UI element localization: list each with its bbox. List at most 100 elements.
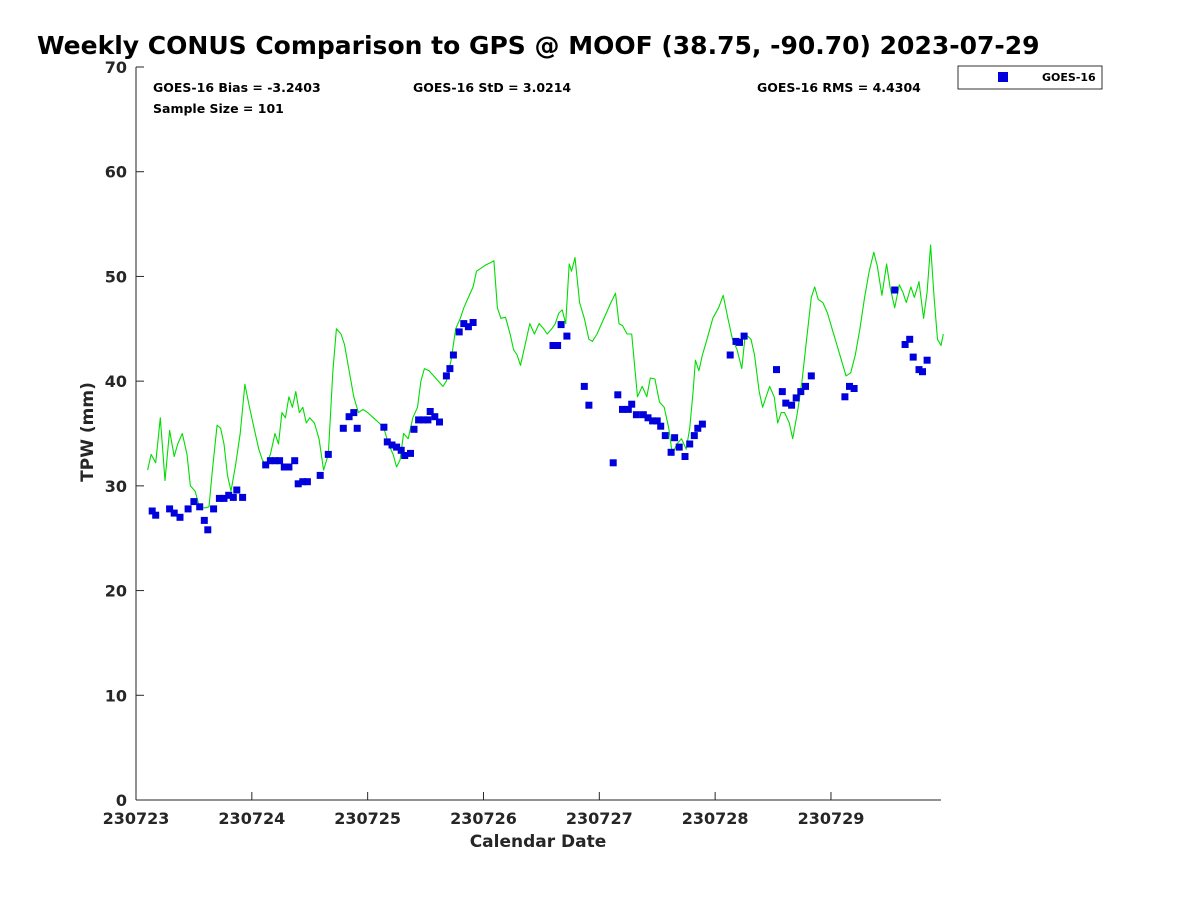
- y-tick-label: 20: [105, 582, 127, 601]
- std-stat: GOES-16 StD = 3.0214: [413, 80, 571, 95]
- goes16-point: [229, 493, 237, 501]
- goes16-point: [675, 443, 683, 451]
- goes16-point: [694, 424, 702, 432]
- goes16-point: [339, 424, 347, 432]
- goes16-point: [563, 332, 571, 340]
- goes16-point: [792, 394, 800, 402]
- goes16-point: [271, 457, 279, 465]
- goes16-point: [657, 422, 665, 430]
- goes16-point: [906, 335, 914, 343]
- y-tick-label: 50: [105, 267, 127, 286]
- goes16-point: [285, 463, 293, 471]
- goes16-point: [628, 400, 636, 408]
- goes16-point: [393, 443, 401, 451]
- goes16-point: [726, 351, 734, 359]
- series-layer: [147, 244, 944, 534]
- goes16-point: [455, 328, 463, 336]
- goes16-point: [299, 478, 307, 486]
- goes16-point: [632, 411, 640, 419]
- legend-marker-goes16: [998, 72, 1008, 82]
- bias-stat: GOES-16 Bias = -3.2403: [153, 80, 321, 95]
- goes16-point: [554, 342, 562, 349]
- x-tick-label: 230729: [798, 809, 865, 828]
- goes16-point: [407, 449, 414, 457]
- goes16-point: [464, 323, 472, 331]
- goes16-point: [782, 399, 790, 407]
- goes16-point: [166, 505, 174, 513]
- goes16-point: [401, 452, 409, 459]
- goes16-point: [891, 286, 899, 294]
- plot-area: 0 10 20 30 40 50 60 70 230723 230724 230725 230726…: [103, 58, 944, 828]
- goes16-point: [460, 320, 468, 328]
- goes16-point: [233, 486, 241, 494]
- sample-size-stat: Sample Size = 101: [153, 101, 284, 116]
- x-axis-label: Calendar Date: [470, 832, 607, 852]
- goes16-point: [303, 478, 311, 486]
- x-tick-label: 230727: [566, 809, 633, 828]
- goes16-point: [585, 401, 593, 409]
- x-tick-label: 230726: [450, 809, 517, 828]
- plot-frame: [136, 67, 941, 800]
- x-tick-label: 230725: [334, 809, 401, 828]
- goes16-point: [220, 494, 228, 502]
- goes16-point: [778, 388, 786, 396]
- goes16-point: [667, 448, 675, 456]
- goes16-point: [170, 509, 178, 517]
- legend: GOES-16: [957, 65, 1103, 90]
- goes16-points: [148, 286, 931, 534]
- goes16-point: [215, 494, 223, 502]
- y-tick-label: 0: [116, 791, 127, 810]
- goes16-point: [442, 372, 450, 380]
- goes16-point: [841, 393, 849, 401]
- goes16-point: [388, 441, 396, 449]
- goes16-point: [200, 516, 208, 524]
- goes16-point: [639, 411, 647, 419]
- goes16-point: [901, 341, 909, 348]
- goes16-point: [431, 413, 439, 421]
- goes16-point: [736, 338, 743, 346]
- goes16-point: [225, 491, 233, 499]
- goes16-point: [345, 413, 353, 421]
- goes16-point: [686, 440, 694, 448]
- goes16-point: [176, 513, 184, 521]
- goes16-point: [671, 434, 679, 442]
- goes16-point: [446, 365, 454, 373]
- goes16-point: [294, 480, 302, 488]
- goes16-point: [557, 321, 565, 329]
- goes16-point: [661, 432, 669, 440]
- goes16-point: [291, 457, 299, 465]
- goes16-point: [424, 416, 432, 424]
- gps-tpw-line: [147, 244, 944, 509]
- x-tick-label: 230723: [103, 809, 170, 828]
- goes16-point: [807, 372, 815, 380]
- goes16-point: [788, 401, 796, 409]
- goes16-point: [580, 382, 588, 390]
- y-tick-label: 60: [105, 163, 127, 182]
- x-axis: 230723 230724 230725 230726 230727 230728 2307…: [103, 792, 941, 828]
- goes16-point: [850, 385, 858, 392]
- goes16-point: [609, 459, 617, 467]
- goes16-point: [797, 388, 805, 396]
- y-tick-label: 40: [105, 372, 127, 391]
- y-tick-label: 10: [105, 686, 127, 705]
- goes16-point: [549, 342, 557, 349]
- goes16-point: [148, 507, 156, 515]
- goes16-point: [262, 461, 270, 469]
- x-tick-label: 230724: [218, 809, 285, 828]
- goes16-point: [210, 505, 218, 513]
- goes16-point: [426, 408, 434, 415]
- goes16-point: [266, 457, 274, 465]
- goes16-point: [698, 420, 706, 428]
- goes16-point: [681, 453, 689, 460]
- goes16-point: [619, 405, 626, 413]
- goes16-point: [690, 432, 698, 440]
- y-axis: 0 10 20 30 40 50 60 70: [105, 58, 144, 810]
- goes16-point: [419, 416, 427, 424]
- y-tick-label: 30: [105, 477, 127, 496]
- goes16-point: [350, 409, 358, 417]
- goes16-point: [614, 391, 622, 399]
- goes16-point: [196, 503, 204, 511]
- rms-stat: GOES-16 RMS = 4.4304: [757, 80, 921, 95]
- goes16-point: [204, 526, 212, 534]
- goes16-point: [469, 319, 477, 326]
